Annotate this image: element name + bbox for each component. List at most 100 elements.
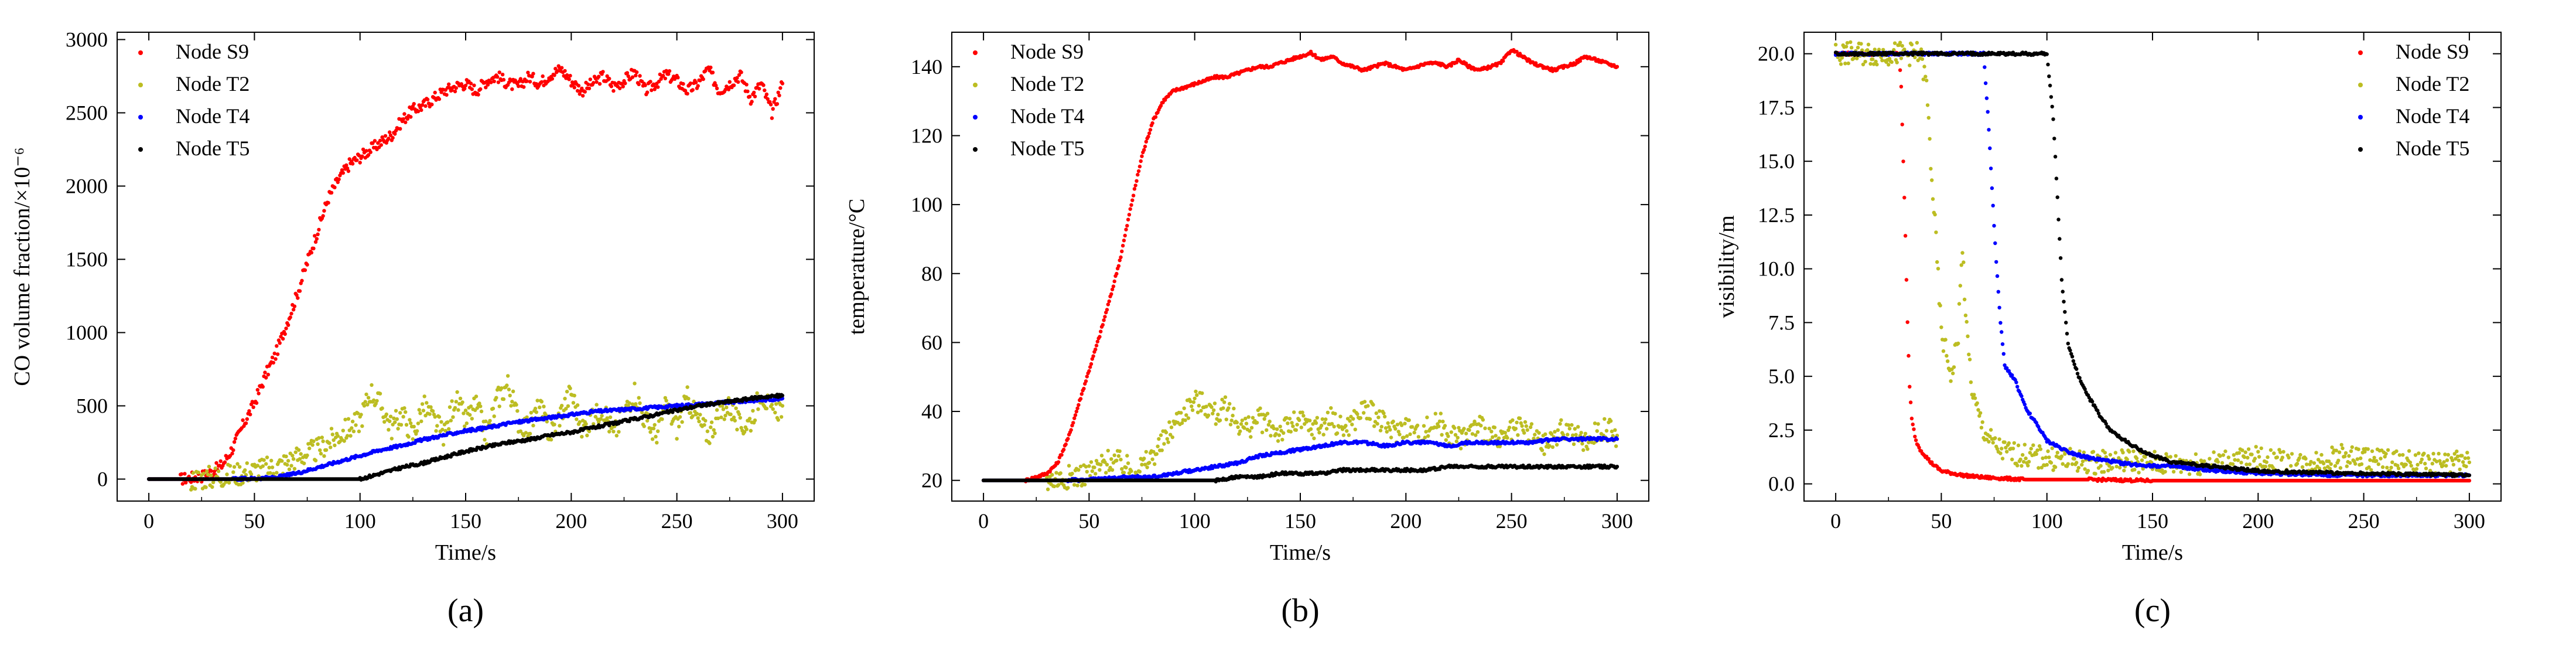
- data-point: [578, 420, 582, 424]
- data-point: [1437, 424, 1441, 428]
- data-point: [1142, 148, 1146, 152]
- data-point: [1474, 433, 1478, 437]
- data-point: [1543, 432, 1547, 437]
- data-point: [572, 393, 576, 398]
- data-point: [1130, 198, 1135, 202]
- data-point: [1570, 423, 1574, 427]
- x-tick-label: 50: [1931, 509, 1952, 533]
- data-point: [708, 441, 712, 445]
- data-point: [1522, 431, 1526, 435]
- data-point: [447, 427, 451, 431]
- y-tick-label: 0: [97, 468, 108, 491]
- data-point: [364, 149, 368, 153]
- legend-entry: Node S9: [176, 40, 249, 63]
- data-point: [382, 420, 387, 424]
- data-point: [419, 419, 423, 424]
- data-point: [1412, 430, 1416, 435]
- data-point: [1423, 435, 1427, 440]
- data-point: [587, 86, 592, 91]
- data-point: [1332, 424, 1336, 429]
- data-point: [517, 84, 521, 88]
- data-point: [587, 429, 592, 434]
- data-point: [1191, 400, 1196, 404]
- y-tick-label: 7.5: [1768, 311, 1795, 334]
- data-point: [1462, 427, 1466, 431]
- data-point: [1153, 462, 1157, 466]
- data-point: [1386, 421, 1390, 425]
- data-point: [667, 69, 672, 73]
- y-tick-label: 17.5: [1758, 96, 1795, 119]
- data-point: [709, 420, 714, 424]
- legend-marker: [138, 115, 143, 120]
- data-point: [1079, 392, 1084, 396]
- data-point: [1146, 134, 1150, 139]
- y-tick-label: 10.0: [1758, 257, 1795, 281]
- data-point: [351, 429, 356, 434]
- data-point: [378, 138, 382, 143]
- data-point: [1489, 430, 1494, 434]
- data-point: [408, 418, 412, 422]
- x-tick-label: 100: [344, 509, 376, 533]
- data-point: [1212, 408, 1216, 413]
- data-point: [780, 393, 785, 398]
- x-tick-label: 50: [1078, 509, 1099, 533]
- data-point: [1232, 406, 1236, 411]
- data-point: [326, 200, 330, 205]
- y-tick-label: 1500: [66, 248, 108, 271]
- data-point: [1587, 440, 1591, 445]
- data-point: [1519, 421, 1523, 425]
- data-point: [1145, 465, 1149, 469]
- data-point: [508, 393, 512, 398]
- data-point: [1200, 391, 1204, 396]
- data-point: [1595, 429, 1599, 433]
- data-point: [1255, 421, 1259, 425]
- data-point: [295, 293, 299, 297]
- data-point: [401, 117, 405, 121]
- data-point: [365, 403, 370, 407]
- data-point: [611, 88, 616, 93]
- y-tick-label: 100: [911, 193, 942, 216]
- data-point: [1387, 425, 1391, 429]
- data-point: [309, 250, 313, 255]
- data-point: [633, 382, 637, 386]
- data-point: [1165, 437, 1170, 441]
- data-point: [318, 448, 322, 452]
- data-point: [605, 74, 609, 79]
- data-point: [1443, 424, 1447, 428]
- y-tick-label: 2000: [66, 175, 108, 198]
- data-point: [373, 139, 377, 143]
- data-point: [380, 406, 384, 410]
- x-tick-label: 300: [1601, 509, 1633, 533]
- data-point: [1161, 100, 1165, 104]
- data-point: [776, 418, 780, 422]
- data-point: [243, 468, 247, 472]
- data-point: [531, 71, 535, 76]
- data-point: [1119, 458, 1123, 462]
- data-point: [327, 441, 332, 445]
- data-point: [1220, 397, 1224, 401]
- x-tick-label: 250: [2348, 509, 2380, 533]
- data-point: [283, 332, 287, 336]
- data-point: [667, 72, 671, 76]
- data-point: [710, 70, 715, 74]
- data-point: [1078, 464, 1083, 469]
- data-point: [1515, 420, 1519, 425]
- data-point: [420, 103, 425, 107]
- plot-frame: [951, 32, 1649, 502]
- data-point: [1457, 425, 1461, 430]
- data-point: [232, 465, 237, 469]
- data-point: [233, 437, 238, 441]
- data-point: [575, 417, 579, 421]
- data-point: [1075, 406, 1079, 410]
- data-point: [1251, 416, 1255, 420]
- data-point: [1338, 414, 1342, 418]
- data-point: [275, 471, 279, 475]
- data-point: [1309, 427, 1313, 431]
- data-point: [380, 135, 384, 139]
- data-point: [349, 434, 353, 438]
- data-point: [535, 399, 539, 403]
- data-point: [299, 452, 303, 456]
- data-point: [1319, 423, 1324, 428]
- data-point: [1583, 431, 1587, 436]
- data-point: [231, 470, 235, 474]
